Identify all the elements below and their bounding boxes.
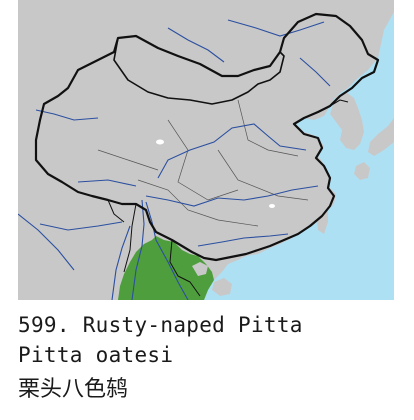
- river-selenga: [167, 27, 225, 63]
- range-gap: [192, 262, 208, 276]
- river-amur: [227, 19, 325, 37]
- river-salween: [131, 199, 145, 300]
- species-range-area: [118, 236, 214, 300]
- range-map-svg: [18, 0, 394, 300]
- southeast-asia-border: [169, 239, 201, 297]
- range-map: [18, 0, 394, 300]
- river-tarim: [35, 109, 99, 121]
- river-yangtze: [145, 185, 319, 207]
- province-boundary: [217, 149, 309, 201]
- national-borders: [34, 12, 380, 297]
- province-boundary: [137, 179, 259, 227]
- mongolia-border: [113, 37, 285, 105]
- river-brahmaputra: [39, 221, 123, 231]
- province-boundary: [167, 119, 239, 201]
- land-korean-peninsula: [330, 92, 364, 150]
- caption-species-title: 599. Rusty-naped Pitta: [18, 313, 303, 337]
- province-boundary: [97, 149, 159, 171]
- southeast-asia-border: [107, 199, 125, 223]
- lakes: [156, 139, 275, 208]
- land-mainland: [18, 0, 394, 300]
- land-japan-south: [354, 162, 370, 180]
- lake-poyang: [269, 204, 275, 208]
- river-irrawaddy: [111, 225, 131, 300]
- korea-border: [329, 99, 349, 107]
- river-ganges: [18, 213, 75, 271]
- river-mekong: [145, 201, 189, 300]
- lake-qinghai: [156, 139, 164, 145]
- caption-scientific-name: Pitta oatesi: [18, 343, 174, 367]
- river-songhua: [299, 57, 331, 87]
- china-border: [34, 12, 380, 262]
- land-japan: [368, 118, 394, 156]
- river-yellow: [157, 123, 307, 179]
- land-hainan: [212, 278, 232, 296]
- province-boundary: [237, 99, 299, 157]
- rivers: [18, 19, 331, 300]
- southeast-asia-border: [123, 203, 137, 273]
- caption-chinese-name: 栗头八色鸫: [18, 377, 129, 402]
- river-yarlung: [77, 179, 137, 187]
- river-pearl: [197, 233, 289, 247]
- province-boundaries: [97, 99, 309, 227]
